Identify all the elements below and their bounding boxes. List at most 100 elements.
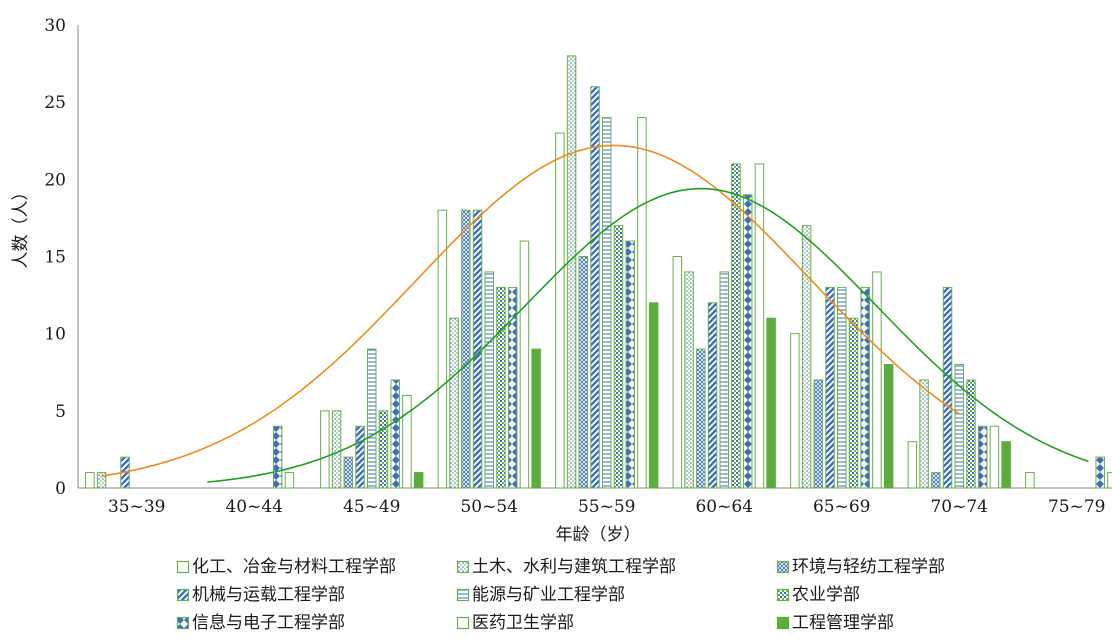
bar bbox=[790, 333, 800, 489]
bar bbox=[883, 364, 894, 489]
x-tick-label: 50~54 bbox=[460, 497, 518, 517]
legend-label: 农业学部 bbox=[792, 585, 860, 605]
bar bbox=[648, 302, 659, 489]
legend-item: 信息与电子工程学部 bbox=[176, 612, 345, 634]
bar bbox=[825, 286, 835, 489]
bar bbox=[590, 86, 600, 489]
x-tick-labels: 35~39 40~44 45~49 50~54 55~59 60~64 65~69 70~74… bbox=[108, 497, 1106, 517]
y-tick-label: 10 bbox=[44, 325, 66, 345]
legend-swatch bbox=[176, 588, 190, 602]
x-tick-label: 75~79 bbox=[1048, 497, 1106, 517]
legend-swatch bbox=[456, 560, 470, 574]
y-axis-label: 人数（人） bbox=[11, 184, 31, 269]
bar bbox=[578, 256, 589, 489]
bar bbox=[272, 425, 283, 489]
chart: 0 5 10 15 20 25 30 35~39 40~44 45~49 50~54 55~59 60… bbox=[11, 16, 1112, 545]
bar bbox=[742, 194, 753, 489]
legend-item: 工程管理学部 bbox=[776, 612, 894, 634]
legend-label: 医药卫生学部 bbox=[472, 613, 574, 633]
trendline bbox=[207, 187, 1089, 483]
bar bbox=[85, 472, 95, 489]
x-tick-label: 45~49 bbox=[343, 497, 401, 517]
bar bbox=[872, 271, 882, 489]
legend-label: 土木、水利与建筑工程学部 bbox=[472, 557, 676, 577]
bar bbox=[696, 348, 706, 489]
x-tick-label: 40~44 bbox=[225, 497, 283, 517]
bar bbox=[1095, 456, 1105, 489]
bar bbox=[813, 379, 824, 489]
bar bbox=[907, 441, 918, 489]
bar bbox=[390, 379, 400, 489]
bar bbox=[754, 163, 765, 489]
legend-item: 农业学部 bbox=[776, 584, 860, 606]
bar bbox=[1107, 472, 1112, 489]
y-tick-label: 15 bbox=[44, 248, 66, 268]
bar bbox=[602, 117, 612, 489]
x-tick-label: 55~59 bbox=[578, 497, 636, 517]
bar bbox=[766, 317, 776, 489]
legend-label: 化工、冶金与材料工程学部 bbox=[192, 557, 396, 577]
x-tick-label: 65~69 bbox=[813, 497, 871, 517]
y-tick-label: 0 bbox=[55, 479, 66, 499]
legend-label: 机械与运载工程学部 bbox=[192, 585, 345, 605]
bar bbox=[320, 410, 330, 489]
x-tick-label: 60~64 bbox=[695, 497, 753, 517]
legend-swatch bbox=[176, 616, 190, 630]
bar bbox=[837, 286, 847, 489]
bar bbox=[860, 286, 870, 489]
bar bbox=[931, 472, 941, 489]
legend-label: 工程管理学部 bbox=[792, 613, 894, 633]
bar bbox=[96, 472, 107, 489]
bar bbox=[1001, 441, 1011, 489]
legend-swatch bbox=[456, 616, 470, 630]
bar bbox=[437, 209, 448, 489]
bar bbox=[637, 117, 647, 489]
bar bbox=[942, 286, 953, 489]
x-tick-label: 70~74 bbox=[930, 497, 988, 517]
legend-swatch bbox=[176, 560, 190, 574]
bar bbox=[413, 472, 424, 489]
y-tick-labels: 0 5 10 15 20 25 30 bbox=[44, 16, 66, 499]
bars bbox=[85, 55, 1112, 489]
bar bbox=[355, 425, 365, 489]
bar bbox=[625, 240, 635, 489]
bar bbox=[989, 425, 1000, 489]
legend-item: 机械与运载工程学部 bbox=[176, 584, 345, 606]
bar bbox=[684, 271, 694, 489]
legend-item: 环境与轻纺工程学部 bbox=[776, 556, 945, 578]
legend-item: 土木、水利与建筑工程学部 bbox=[456, 556, 676, 578]
bar bbox=[977, 425, 988, 489]
bar bbox=[954, 364, 964, 489]
legend-label: 环境与轻纺工程学部 bbox=[792, 557, 945, 577]
x-tick-label: 35~39 bbox=[108, 497, 166, 517]
legend-item: 能源与矿业工程学部 bbox=[456, 584, 625, 606]
bar bbox=[707, 302, 718, 489]
y-tick-label: 30 bbox=[44, 16, 66, 36]
bar bbox=[555, 132, 565, 489]
bar bbox=[966, 379, 976, 489]
bar bbox=[519, 240, 530, 489]
bar bbox=[378, 410, 389, 489]
bar bbox=[472, 209, 483, 489]
y-tick-label: 5 bbox=[55, 402, 66, 422]
trendlines bbox=[101, 144, 1089, 483]
bar bbox=[731, 163, 741, 489]
bar bbox=[672, 256, 683, 489]
legend-label: 信息与电子工程学部 bbox=[192, 613, 345, 633]
y-tick-label: 20 bbox=[44, 170, 66, 190]
bar bbox=[801, 225, 812, 489]
bar bbox=[284, 472, 295, 489]
legend-item: 医药卫生学部 bbox=[456, 612, 574, 634]
trendline bbox=[101, 144, 960, 477]
bar bbox=[919, 379, 929, 489]
x-axis-label: 年龄（岁） bbox=[556, 525, 641, 545]
bar bbox=[461, 209, 471, 489]
bar bbox=[496, 286, 506, 489]
bar bbox=[566, 55, 577, 489]
y-tick-label: 25 bbox=[44, 93, 66, 113]
bar bbox=[367, 348, 377, 489]
legend-swatch bbox=[776, 616, 790, 630]
bar bbox=[1025, 472, 1035, 489]
bar bbox=[402, 394, 412, 489]
bar bbox=[848, 317, 859, 489]
